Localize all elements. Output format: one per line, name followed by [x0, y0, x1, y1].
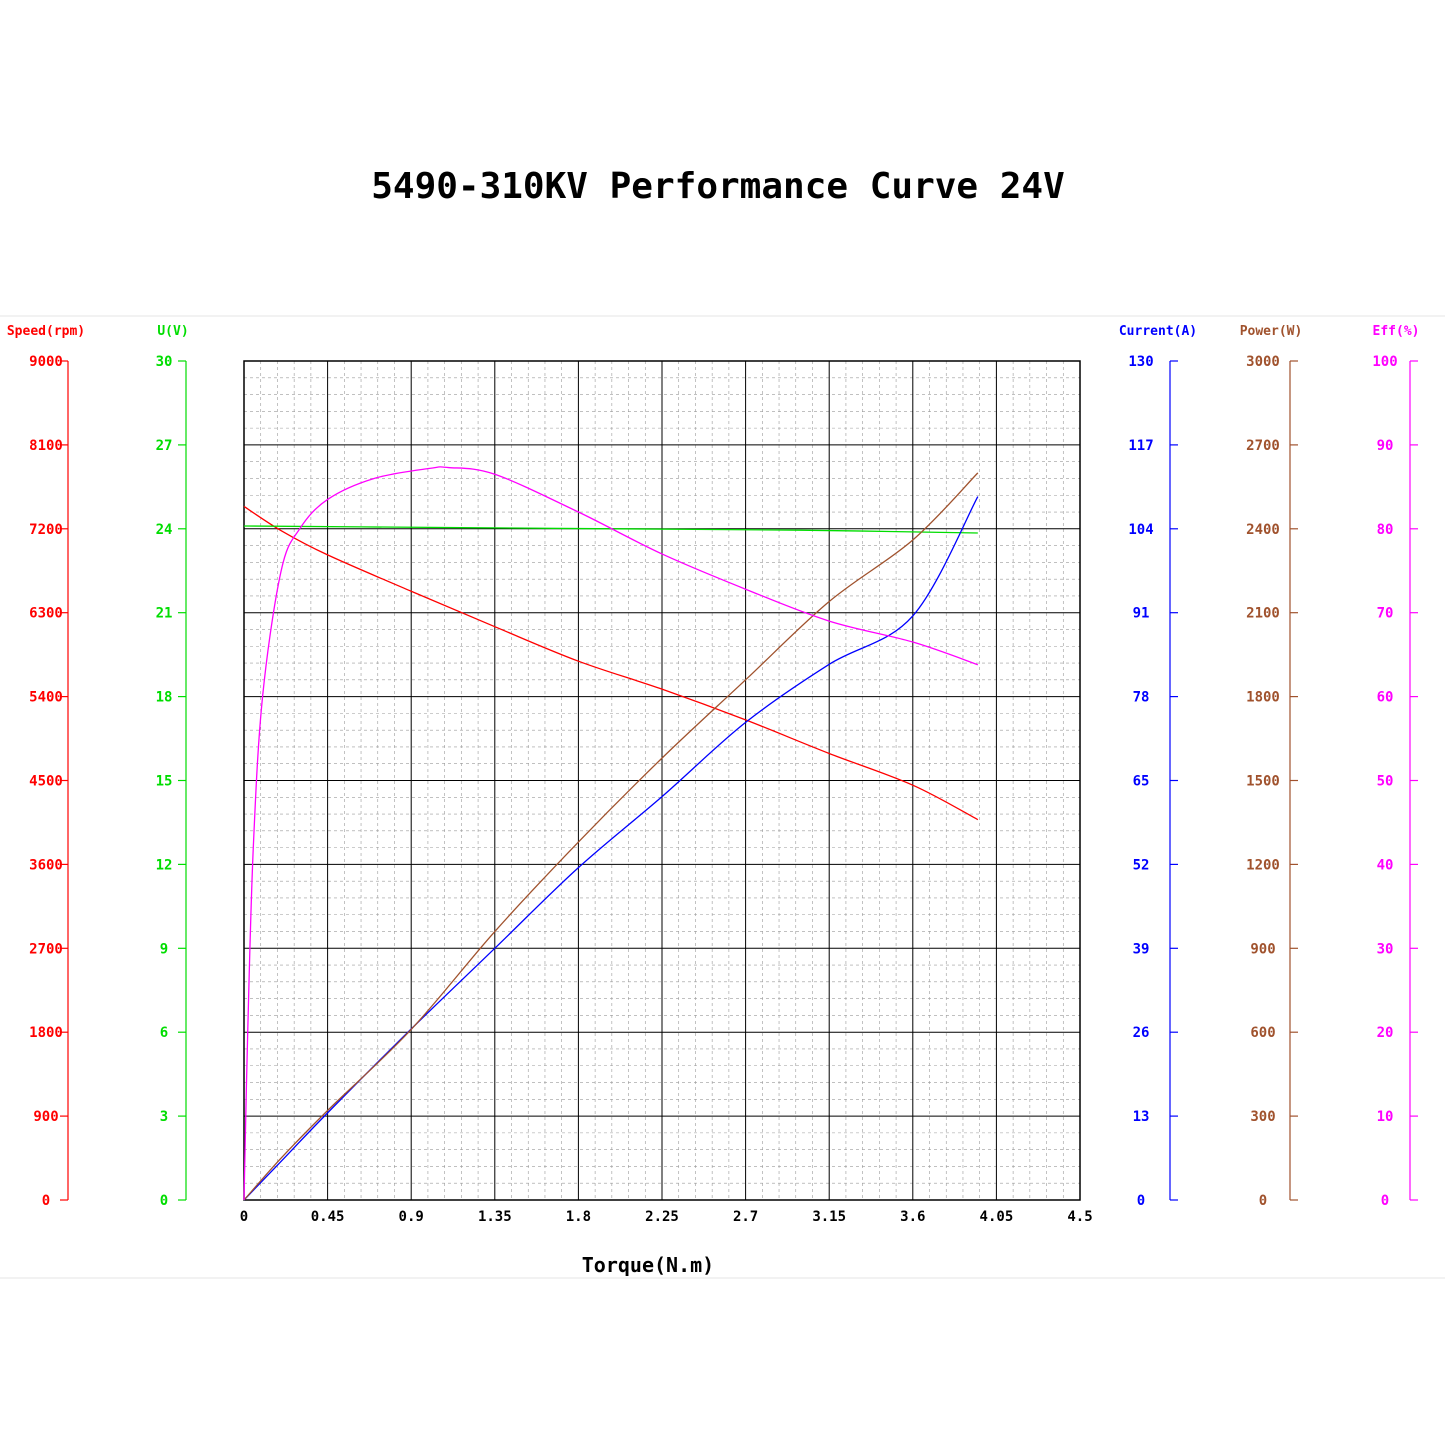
power-tick-label: 0: [1259, 1193, 1267, 1209]
voltage-tick-label: 27: [156, 438, 173, 454]
power-series-line: [243, 472, 979, 1201]
current-tick-label: 130: [1128, 354, 1153, 370]
speed-tick-label: 900: [33, 1109, 58, 1125]
current-tick-label: 78: [1133, 690, 1150, 706]
speed-tick-label: 8100: [29, 438, 63, 454]
speed-tick-label: 3600: [29, 857, 63, 873]
x-tick-label: 4.05: [980, 1209, 1014, 1225]
power-tick-label: 3000: [1246, 354, 1280, 370]
current-tick-label: 65: [1133, 774, 1150, 790]
voltage-tick-label: 6: [160, 1025, 168, 1041]
x-tick-label: 2.7: [733, 1209, 758, 1225]
current-tick-label: 117: [1128, 438, 1153, 454]
speed-axis: Speed(rpm) 0 900 1800 2700 3600 4500 5400 6300 72…: [7, 324, 85, 1209]
speed-tick-label: 0: [42, 1193, 50, 1209]
speed-tick-label: 4500: [29, 774, 63, 790]
x-tick-label: 0: [240, 1209, 248, 1225]
current-tick-label: 39: [1133, 941, 1150, 957]
voltage-tick-label: 30: [156, 354, 173, 370]
efficiency-tick-label: 90: [1377, 438, 1394, 454]
efficiency-tick-label: 0: [1381, 1193, 1389, 1209]
speed-tick-label: 6300: [29, 606, 63, 622]
voltage-tick-label: 18: [156, 690, 173, 706]
speed-axis-title: Speed(rpm): [7, 324, 85, 339]
current-axis: Current(A) 0 13 26 39 52 65 78 91 104 117 130: [1119, 324, 1197, 1209]
current-tick-label: 0: [1137, 1193, 1145, 1209]
plot-frame: [243, 360, 1081, 1201]
voltage-tick-label: 15: [156, 774, 173, 790]
x-tick-label: 4.5: [1067, 1209, 1092, 1225]
current-series-line: [243, 496, 979, 1201]
efficiency-tick-label: 80: [1377, 522, 1394, 538]
voltage-axis-title: U(V): [157, 324, 188, 339]
voltage-series-line: [243, 525, 978, 534]
speed-tick-label: 1800: [29, 1025, 63, 1041]
efficiency-axis: Eff(%) 0 10 20 30 40 50 60 70 80 90 100: [1372, 324, 1419, 1209]
power-tick-label: 300: [1250, 1109, 1275, 1125]
efficiency-tick-label: 40: [1377, 857, 1394, 873]
power-axis: Power(W) 0 300 600 900 1200 1500 1800 2100 2400 27…: [1240, 324, 1303, 1209]
speed-tick-label: 9000: [29, 354, 63, 370]
x-tick-label: 0.45: [311, 1209, 345, 1225]
voltage-axis: U(V) 0 3 6 9 12 15 18 21 24 27 30: [156, 324, 189, 1209]
voltage-tick-label: 9: [160, 941, 168, 957]
efficiency-tick-label: 50: [1377, 774, 1394, 790]
efficiency-tick-label: 30: [1377, 941, 1394, 957]
series-lines: [243, 466, 979, 1201]
x-axis-label: Torque(N.m): [582, 1253, 714, 1277]
plot-grid: 0 0.45 0.9 1.35 1.8 2.25 2.7 3.15 3.6 4.05 4.5: [240, 360, 1093, 1225]
efficiency-tick-label: 10: [1377, 1109, 1394, 1125]
x-tick-label: 3.15: [812, 1209, 846, 1225]
speed-tick-label: 7200: [29, 522, 63, 538]
power-tick-label: 1500: [1246, 774, 1280, 790]
efficiency-series-line: [243, 466, 979, 1201]
efficiency-tick-label: 100: [1372, 354, 1397, 370]
current-tick-label: 26: [1133, 1025, 1150, 1041]
speed-tick-label: 5400: [29, 690, 63, 706]
x-tick-label: 3.6: [900, 1209, 925, 1225]
voltage-tick-label: 12: [156, 857, 173, 873]
x-tick-label: 1.35: [478, 1209, 512, 1225]
voltage-tick-label: 0: [160, 1193, 168, 1209]
x-tick-label: 1.8: [566, 1209, 591, 1225]
current-tick-label: 13: [1133, 1109, 1150, 1125]
efficiency-axis-title: Eff(%): [1373, 324, 1420, 339]
voltage-tick-label: 21: [156, 606, 173, 622]
power-tick-label: 900: [1250, 941, 1275, 957]
efficiency-tick-label: 20: [1377, 1025, 1394, 1041]
speed-tick-label: 2700: [29, 941, 63, 957]
power-axis-title: Power(W): [1240, 324, 1303, 339]
power-tick-label: 2100: [1246, 606, 1280, 622]
power-tick-label: 1200: [1246, 857, 1280, 873]
power-tick-label: 2700: [1246, 438, 1280, 454]
current-tick-label: 52: [1133, 857, 1150, 873]
value-axes: Speed(rpm)090018002700360045005400630072…: [7, 324, 1420, 1209]
efficiency-tick-label: 60: [1377, 690, 1394, 706]
current-tick-label: 104: [1128, 522, 1153, 538]
current-tick-label: 91: [1133, 606, 1150, 622]
x-tick-label: 0.9: [399, 1209, 424, 1225]
speed-series-line: [243, 505, 979, 821]
x-tick-label: 2.25: [645, 1209, 679, 1225]
chart-title: 5490-310KV Performance Curve 24V: [371, 166, 1065, 207]
efficiency-tick-label: 70: [1377, 606, 1394, 622]
voltage-tick-label: 24: [156, 522, 173, 538]
current-axis-title: Current(A): [1119, 324, 1197, 339]
voltage-tick-label: 3: [160, 1109, 168, 1125]
power-tick-label: 600: [1250, 1025, 1275, 1041]
power-tick-label: 1800: [1246, 690, 1280, 706]
power-tick-label: 2400: [1246, 522, 1280, 538]
